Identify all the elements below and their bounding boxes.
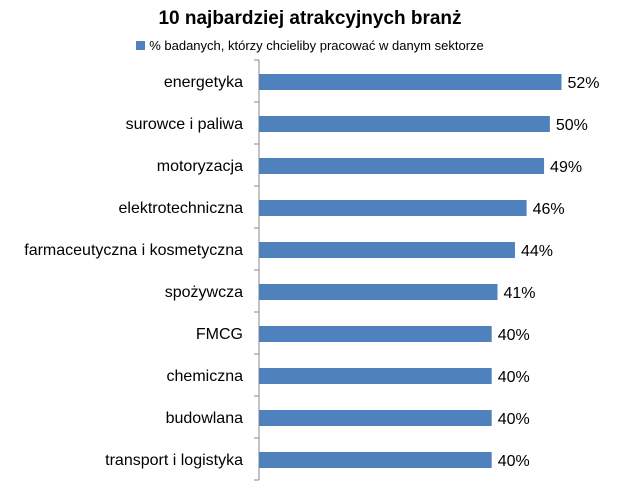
bar bbox=[259, 368, 492, 384]
bar bbox=[259, 158, 545, 174]
bar bbox=[259, 242, 515, 258]
legend: % badanych, którzy chcieliby pracować w … bbox=[0, 38, 620, 53]
category-label: transport i logistyka bbox=[105, 452, 243, 469]
category-label: farmaceutyczna i kosmetyczna bbox=[24, 242, 243, 259]
data-label: 44% bbox=[521, 243, 553, 260]
category-label: surowce i paliwa bbox=[126, 116, 243, 133]
chart-title: 10 najbardziej atrakcyjnych branż bbox=[158, 8, 462, 29]
legend-label: % badanych, którzy chcieliby pracować w … bbox=[149, 38, 484, 53]
legend-swatch bbox=[136, 41, 146, 50]
data-label: 40% bbox=[498, 453, 530, 470]
data-label: 40% bbox=[498, 411, 530, 428]
category-label: energetyka bbox=[164, 74, 243, 91]
data-label: 46% bbox=[533, 201, 565, 218]
category-label: motoryzacja bbox=[157, 158, 243, 175]
data-label: 49% bbox=[550, 159, 582, 176]
bar bbox=[259, 452, 492, 468]
category-label: elektrotechniczna bbox=[118, 200, 243, 217]
category-label: spożywcza bbox=[165, 284, 243, 301]
data-label: 40% bbox=[498, 327, 530, 344]
bar bbox=[259, 74, 562, 90]
bar bbox=[259, 116, 550, 132]
category-label: budowlana bbox=[166, 410, 244, 427]
bar bbox=[259, 200, 527, 216]
category-label: chemiczna bbox=[167, 368, 244, 385]
data-label: 50% bbox=[556, 117, 588, 134]
bar bbox=[259, 284, 498, 300]
bar bbox=[259, 410, 492, 426]
data-label: 40% bbox=[498, 369, 530, 386]
data-label: 52% bbox=[568, 75, 600, 92]
data-label: 41% bbox=[504, 285, 536, 302]
bar bbox=[259, 326, 492, 342]
category-label: FMCG bbox=[196, 326, 243, 343]
